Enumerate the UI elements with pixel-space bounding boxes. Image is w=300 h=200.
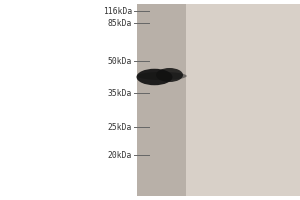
Bar (136, 4, 186, 196)
Ellipse shape (137, 72, 187, 80)
Ellipse shape (136, 69, 172, 85)
Bar (186, 4, 300, 196)
Text: 35kDa: 35kDa (108, 88, 132, 98)
Text: 20kDa: 20kDa (108, 151, 132, 160)
Text: 25kDa: 25kDa (108, 122, 132, 132)
Text: 50kDa: 50kDa (108, 56, 132, 66)
Text: 116kDa: 116kDa (103, 6, 132, 16)
Ellipse shape (156, 68, 183, 82)
Text: 85kDa: 85kDa (108, 19, 132, 27)
